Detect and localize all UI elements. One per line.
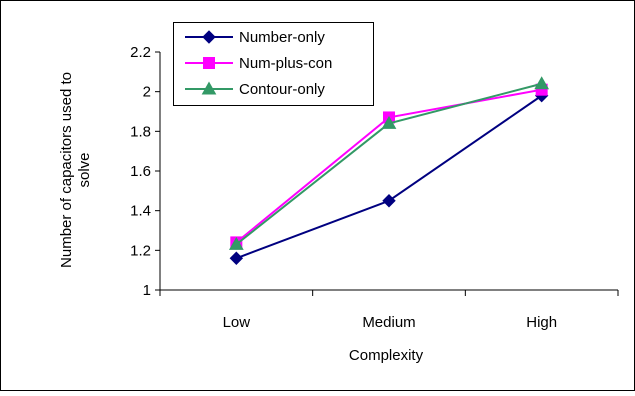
y-axis-title-line-2: solve [76,152,93,187]
legend-items: Number-only Num-plus-con Contour-only [185,29,332,98]
y-axis-title-line-1: Number of capacitors used to [58,72,75,268]
y-tick-label: 1.8 [130,123,151,140]
legend-label: Contour-only [239,81,325,98]
y-tick-label: 1 [143,282,151,299]
y-tick-label: 2.2 [130,44,151,61]
legend-label: Num-plus-con [239,55,332,72]
y-tick-label: 1.6 [130,163,151,180]
x-tick-label: Medium [362,314,415,331]
y-tick-label: 2 [143,84,151,101]
y-tick-label: 1.4 [130,203,151,220]
x-axis-title: Complexity [349,347,424,364]
legend: Number-only Num-plus-con Contour-only [174,23,374,106]
x-tick-label: Low [223,314,251,331]
y-tick-label: 1.2 [130,242,151,259]
legend-label: Number-only [239,29,325,46]
legend-marker-square-icon [204,58,215,69]
x-tick-label: High [526,314,557,331]
